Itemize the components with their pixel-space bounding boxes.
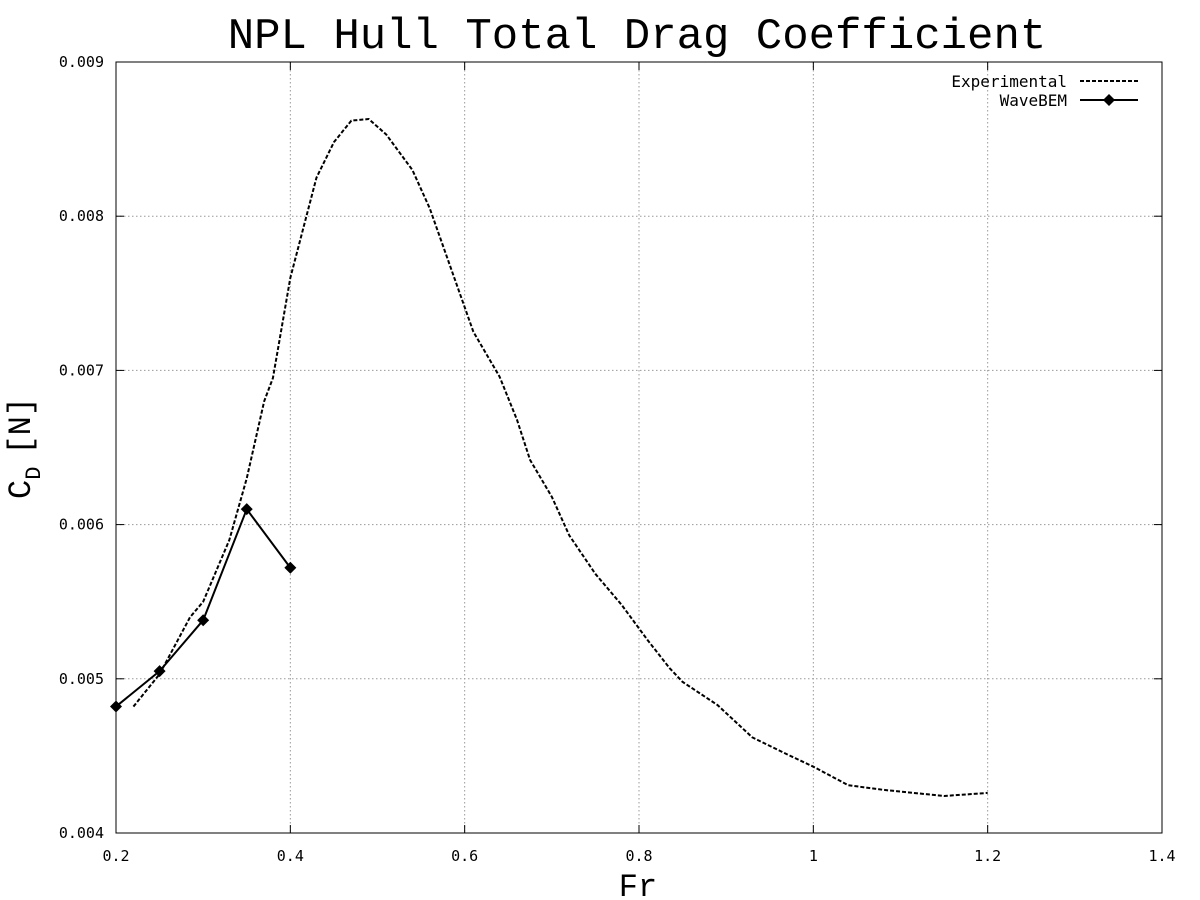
y-axis-label: CD [N] <box>3 397 47 499</box>
grid <box>116 62 1162 833</box>
data-point-wavebem <box>153 665 166 678</box>
series <box>110 118 988 797</box>
data-point-wavebem <box>197 614 210 627</box>
y-tick-label: 0.005 <box>59 670 104 688</box>
y-tick-label: 0.008 <box>59 207 104 225</box>
series-line-experimental <box>132 118 988 797</box>
y-axis-label-main: C <box>3 480 40 499</box>
y-tick-label: 0.009 <box>59 53 104 71</box>
x-tick-label: 0.8 <box>625 847 652 865</box>
legend-label-wavebem: WaveBEM <box>1000 91 1067 110</box>
plot-frame <box>115 61 1163 834</box>
y-axis: 0.004 0.005 0.006 0.007 0.008 0.009 <box>59 53 1162 842</box>
x-tick-label: 0.4 <box>277 847 304 865</box>
x-tick-label: 1 <box>809 847 818 865</box>
legend-label-experimental: Experimental <box>951 72 1067 91</box>
x-tick-label: 0.6 <box>451 847 478 865</box>
x-axis: 0.2 0.4 0.6 0.8 1 1.2 1.4 <box>102 62 1176 865</box>
data-point-wavebem <box>284 561 297 574</box>
y-tick-label: 0.006 <box>59 516 104 534</box>
y-axis-label-sub: D <box>22 467 47 480</box>
y-axis-label-unit: [N] <box>3 397 40 455</box>
chart-title: NPL Hull Total Drag Coefficient <box>228 12 1047 62</box>
x-axis-label: Fr <box>619 869 657 900</box>
x-tick-label: 0.2 <box>102 847 129 865</box>
legend-marker-wavebem <box>1103 94 1115 106</box>
x-tick-label: 1.4 <box>1148 847 1175 865</box>
y-tick-label: 0.007 <box>59 361 104 379</box>
x-tick-label: 1.2 <box>974 847 1001 865</box>
svg-text:CD[N]: CD [N] <box>3 397 47 499</box>
series-line-wavebem <box>115 508 292 708</box>
y-tick-label: 0.004 <box>59 824 104 842</box>
data-point-wavebem <box>240 503 253 516</box>
legend: Experimental WaveBEM <box>951 72 1138 110</box>
